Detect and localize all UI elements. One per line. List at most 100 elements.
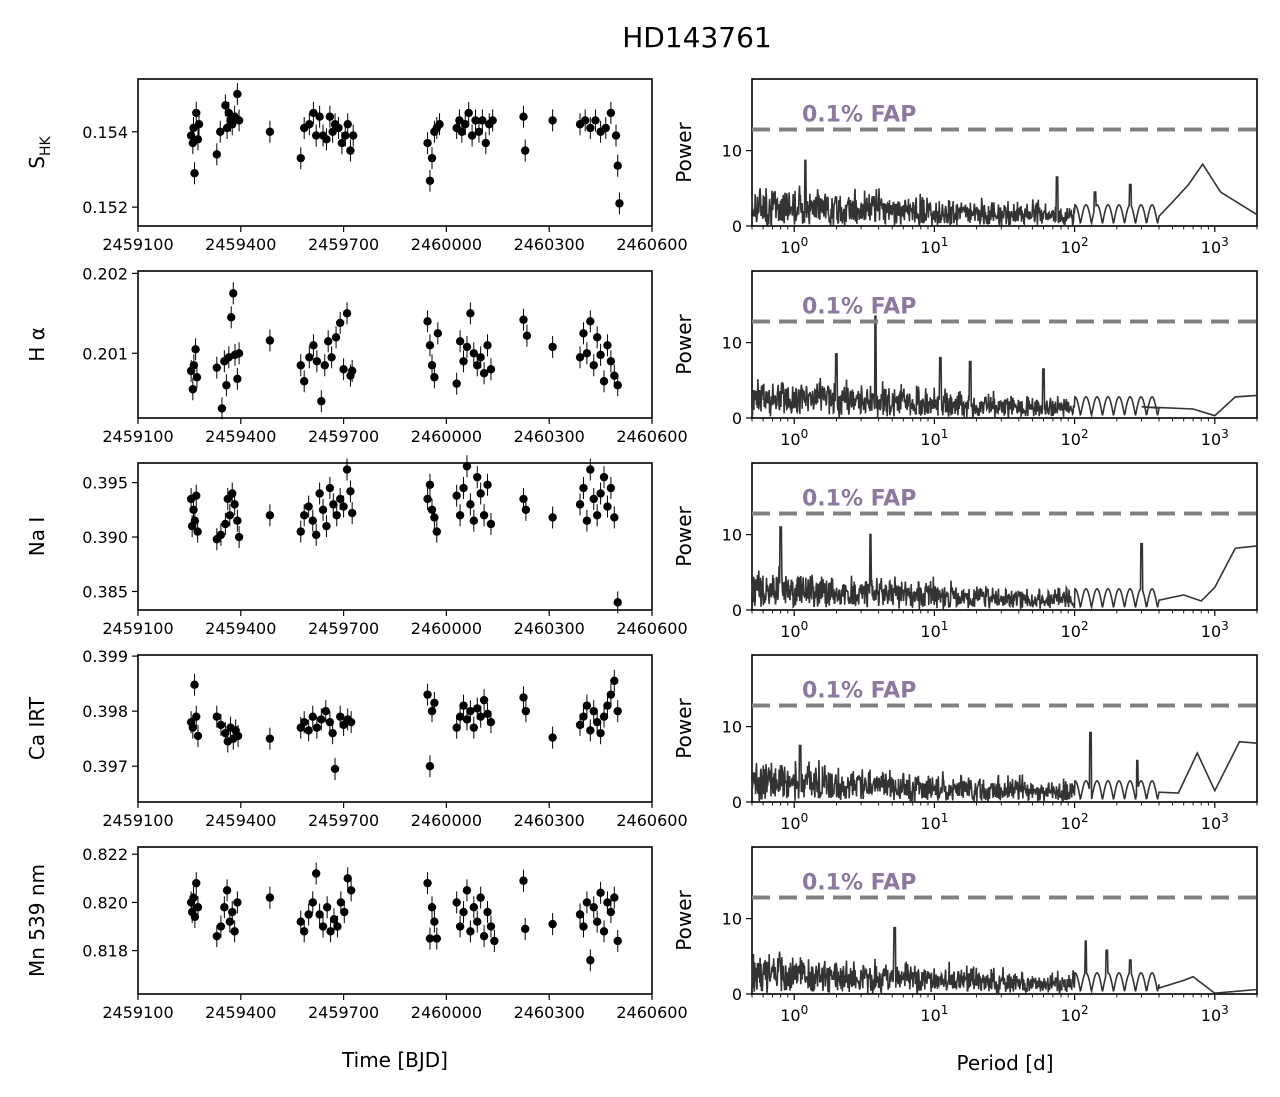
- data-point: [459, 357, 468, 366]
- x-tick-label: 100: [780, 811, 808, 833]
- data-point: [589, 903, 598, 912]
- data-point: [192, 878, 201, 888]
- data-point: [233, 898, 242, 907]
- data-point: [430, 917, 439, 926]
- data-point: [192, 712, 201, 721]
- data-point: [613, 706, 622, 716]
- data-point: [615, 199, 624, 208]
- y-axis-label: Power: [672, 121, 696, 182]
- data-point: [325, 717, 335, 727]
- x-tick-exponent: 1: [941, 811, 949, 825]
- data-point: [230, 927, 239, 936]
- data-point: [476, 893, 485, 902]
- x-tick-label: 2459400: [205, 619, 276, 638]
- x-tick-label: 103: [1201, 235, 1229, 257]
- data-point: [346, 717, 356, 727]
- data-point: [192, 491, 201, 500]
- data-point: [265, 893, 275, 902]
- data-point: [193, 903, 203, 912]
- x-tick-label: 2460600: [616, 235, 687, 254]
- y-tick-label: 0.202: [82, 264, 128, 283]
- data-point: [346, 886, 356, 895]
- data-point: [433, 329, 443, 338]
- x-axis-label-time: Time [BJD]: [341, 1048, 448, 1072]
- data-point: [586, 726, 595, 735]
- data-point: [610, 513, 619, 522]
- x-tick-label: 2459400: [205, 1003, 276, 1022]
- data-point: [221, 519, 230, 529]
- data-point: [346, 146, 355, 155]
- fap-label: 0.1% FAP: [802, 295, 916, 320]
- time-series-panels: 2459100 2459400 2459700 2460000 2460300 24606…: [25, 78, 688, 1022]
- y-tick-label: 10: [722, 526, 742, 545]
- x-tick-label: 2460000: [411, 235, 482, 254]
- data-point: [521, 146, 530, 155]
- fap-label: 0.1% FAP: [802, 871, 916, 896]
- y-axis-label: Power: [672, 889, 696, 950]
- data-point: [190, 169, 199, 178]
- x-tick-label: 103: [1201, 427, 1229, 449]
- data-point: [548, 513, 557, 522]
- data-point: [299, 717, 309, 727]
- x-tick-label: 2460000: [411, 1003, 482, 1022]
- data-point: [599, 472, 609, 482]
- y-tick-label: 10: [722, 718, 742, 737]
- data-point: [229, 289, 238, 298]
- data-point: [582, 516, 592, 525]
- data-point: [466, 927, 475, 936]
- data-point: [579, 483, 588, 493]
- data-point: [322, 903, 332, 912]
- y-tick-label: 0.397: [82, 757, 128, 776]
- data-point: [479, 369, 489, 378]
- data-point: [473, 917, 482, 926]
- data-point: [521, 505, 531, 515]
- data-point: [318, 505, 328, 515]
- data-point: [190, 912, 200, 922]
- data-point: [212, 363, 222, 372]
- data-point: [311, 530, 321, 540]
- data-point: [336, 898, 346, 907]
- x-tick-label: 2459700: [308, 235, 379, 254]
- data-point: [304, 726, 313, 735]
- axes-frame: [137, 846, 653, 995]
- x-tick-exponent: 0: [801, 235, 809, 249]
- data-point: [427, 153, 437, 163]
- x-tick-label: 2459100: [102, 1003, 173, 1022]
- data-point: [589, 706, 598, 716]
- y-axis-label: Power: [672, 313, 696, 374]
- data-point: [591, 116, 600, 125]
- data-point: [333, 922, 342, 931]
- x-tick-label: 2460300: [514, 235, 585, 254]
- data-point: [425, 176, 435, 185]
- data-point: [452, 379, 461, 388]
- data-point: [329, 915, 339, 924]
- data-point: [606, 108, 616, 118]
- x-tick-label: 2460600: [616, 811, 687, 830]
- time-series-panel-4: 2459100 2459400 2459700 2460000 2460300 24606…: [25, 845, 688, 1022]
- data-point: [332, 511, 341, 520]
- axes-frame: [137, 78, 653, 227]
- x-tick-exponent: 3: [1221, 235, 1229, 249]
- data-point: [486, 365, 496, 374]
- data-point: [228, 489, 237, 498]
- y-axis-label: Power: [672, 505, 696, 566]
- x-tick-label: 2459700: [308, 427, 379, 446]
- data-point: [519, 112, 528, 121]
- x-tick-label: 102: [1061, 619, 1089, 641]
- data-point: [452, 723, 461, 732]
- data-point: [193, 527, 202, 536]
- data-point: [586, 317, 595, 326]
- data-point: [575, 720, 585, 730]
- data-point: [339, 502, 348, 511]
- y-axis-label: Mn 539 nm: [25, 864, 49, 977]
- data-point: [335, 712, 345, 721]
- data-point: [596, 350, 605, 360]
- data-point: [233, 374, 242, 384]
- data-point: [469, 516, 479, 525]
- data-point: [476, 712, 485, 721]
- data-point: [337, 138, 347, 148]
- x-tick-label: 2459100: [102, 427, 173, 446]
